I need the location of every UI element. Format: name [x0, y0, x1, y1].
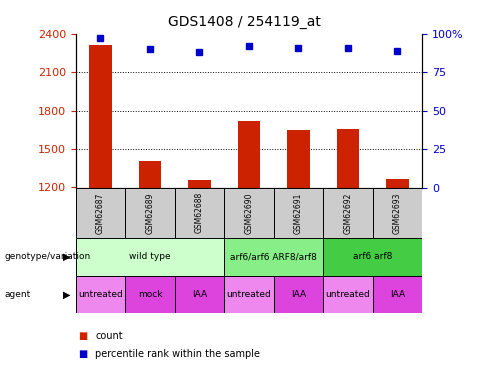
- Bar: [76, 238, 224, 276]
- Text: GSM62691: GSM62691: [294, 192, 303, 234]
- Bar: [337, 129, 359, 341]
- Text: IAA: IAA: [390, 290, 405, 299]
- Bar: [139, 161, 161, 341]
- Bar: [323, 276, 373, 313]
- Text: count: count: [95, 331, 123, 340]
- Bar: [373, 188, 422, 238]
- Text: untreated: untreated: [325, 290, 370, 299]
- Text: ■: ■: [78, 350, 87, 359]
- Bar: [386, 179, 408, 341]
- Bar: [175, 276, 224, 313]
- Bar: [76, 276, 125, 313]
- Text: untreated: untreated: [78, 290, 123, 299]
- Text: GSM62688: GSM62688: [195, 192, 204, 233]
- Text: ▶: ▶: [63, 290, 71, 299]
- Text: untreated: untreated: [226, 290, 271, 299]
- Bar: [323, 238, 422, 276]
- Bar: [373, 276, 422, 313]
- Text: percentile rank within the sample: percentile rank within the sample: [95, 350, 260, 359]
- Text: genotype/variation: genotype/variation: [5, 252, 91, 261]
- Bar: [89, 45, 112, 341]
- Text: GSM62690: GSM62690: [244, 192, 253, 234]
- Text: GSM62692: GSM62692: [344, 192, 352, 234]
- Bar: [323, 188, 373, 238]
- Bar: [224, 188, 274, 238]
- Text: mock: mock: [138, 290, 162, 299]
- Bar: [274, 188, 323, 238]
- Text: arf6 arf8: arf6 arf8: [353, 252, 392, 261]
- Bar: [238, 121, 260, 341]
- Text: GSM62687: GSM62687: [96, 192, 105, 234]
- Bar: [224, 238, 323, 276]
- Bar: [175, 188, 224, 238]
- Bar: [224, 276, 274, 313]
- Bar: [125, 276, 175, 313]
- Bar: [125, 188, 175, 238]
- Bar: [287, 130, 309, 341]
- Text: IAA: IAA: [291, 290, 306, 299]
- Text: GSM62693: GSM62693: [393, 192, 402, 234]
- Text: ■: ■: [78, 331, 87, 340]
- Text: ▶: ▶: [63, 252, 71, 262]
- Bar: [76, 188, 125, 238]
- Text: IAA: IAA: [192, 290, 207, 299]
- Text: GSM62689: GSM62689: [145, 192, 154, 234]
- Text: agent: agent: [5, 290, 31, 299]
- Text: wild type: wild type: [129, 252, 171, 261]
- Bar: [188, 180, 210, 341]
- Bar: [274, 276, 323, 313]
- Text: arf6/arf6 ARF8/arf8: arf6/arf6 ARF8/arf8: [230, 252, 317, 261]
- Text: GDS1408 / 254119_at: GDS1408 / 254119_at: [167, 15, 321, 29]
